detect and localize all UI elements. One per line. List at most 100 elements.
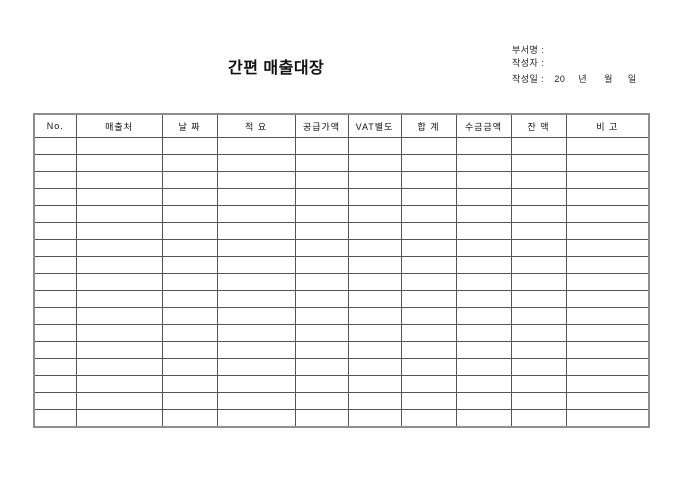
table-cell — [510, 171, 567, 189]
table-row — [33, 205, 650, 223]
table-cell — [565, 392, 650, 410]
table-cell — [75, 324, 163, 342]
table-cell — [347, 154, 402, 172]
table-cell — [510, 239, 567, 257]
table-cell — [161, 290, 218, 308]
table-cell — [216, 256, 296, 274]
table-cell — [347, 307, 402, 325]
table-cell — [33, 341, 77, 359]
table-cell — [161, 222, 218, 240]
table-cell — [455, 222, 512, 240]
table-cell — [216, 171, 296, 189]
table-cell — [294, 222, 349, 240]
table-cell — [510, 222, 567, 240]
table-cell — [294, 188, 349, 206]
table-cell — [510, 307, 567, 325]
table-row — [33, 222, 650, 240]
table-cell — [400, 222, 457, 240]
table-cell — [161, 154, 218, 172]
table-cell — [400, 239, 457, 257]
table-cell — [33, 188, 77, 206]
table-cell — [455, 375, 512, 393]
table-cell — [75, 409, 163, 428]
table-cell — [347, 341, 402, 359]
date-label: 작성일 : — [512, 74, 545, 84]
col-header-description: 적 요 — [216, 113, 296, 138]
table-cell — [75, 307, 163, 325]
table-cell — [510, 324, 567, 342]
table-row — [33, 188, 650, 206]
table-cell — [347, 188, 402, 206]
table-cell — [294, 290, 349, 308]
table-cell — [510, 273, 567, 291]
table-cell — [565, 188, 650, 206]
table-cell — [565, 171, 650, 189]
table-cell — [216, 239, 296, 257]
table-cell — [455, 341, 512, 359]
table-row — [33, 154, 650, 172]
table-cell — [510, 137, 567, 155]
table-cell — [347, 392, 402, 410]
table-cell — [33, 171, 77, 189]
table-cell — [347, 137, 402, 155]
table-row — [33, 171, 650, 189]
col-header-no: No. — [33, 113, 77, 138]
table-cell — [216, 375, 296, 393]
table-cell — [216, 154, 296, 172]
table-cell — [510, 205, 567, 223]
table-cell — [400, 324, 457, 342]
table-cell — [161, 171, 218, 189]
table-header-row: No. 매출처 날 짜 적 요 공급가액 VAT별도 합 계 수금금액 잔 액 … — [33, 113, 650, 138]
table-row — [33, 290, 650, 308]
table-cell — [294, 171, 349, 189]
table-cell — [216, 273, 296, 291]
table-cell — [161, 324, 218, 342]
table-cell — [216, 205, 296, 223]
table-cell — [33, 290, 77, 308]
table-cell — [455, 290, 512, 308]
table-cell — [455, 324, 512, 342]
table-cell — [455, 171, 512, 189]
table-cell — [510, 188, 567, 206]
table-cell — [510, 154, 567, 172]
date-year-value: 20 — [554, 74, 566, 84]
table-cell — [400, 256, 457, 274]
table-cell — [294, 154, 349, 172]
table-cell — [216, 188, 296, 206]
table-cell — [161, 256, 218, 274]
table-cell — [510, 375, 567, 393]
table-row — [33, 409, 650, 428]
table-cell — [347, 358, 402, 376]
table-cell — [75, 256, 163, 274]
table-cell — [294, 409, 349, 428]
table-cell — [565, 154, 650, 172]
table-cell — [294, 256, 349, 274]
table-cell — [33, 222, 77, 240]
table-cell — [347, 222, 402, 240]
table-cell — [565, 341, 650, 359]
table-cell — [33, 256, 77, 274]
table-cell — [510, 341, 567, 359]
table-cell — [75, 222, 163, 240]
table-cell — [347, 375, 402, 393]
table-cell — [294, 341, 349, 359]
table-cell — [75, 154, 163, 172]
table-cell — [400, 171, 457, 189]
table-cell — [75, 341, 163, 359]
table-cell — [294, 307, 349, 325]
table-cell — [75, 171, 163, 189]
table-cell — [75, 239, 163, 257]
col-header-balance: 잔 액 — [510, 113, 567, 138]
table-cell — [33, 239, 77, 257]
table-cell — [161, 188, 218, 206]
table-cell — [455, 273, 512, 291]
col-header-collected-amount: 수금금액 — [455, 113, 512, 138]
table-cell — [294, 239, 349, 257]
author-label: 작성자 : — [512, 58, 545, 68]
table-cell — [216, 137, 296, 155]
table-cell — [33, 154, 77, 172]
table-cell — [565, 375, 650, 393]
table-row — [33, 392, 650, 410]
table-cell — [565, 239, 650, 257]
